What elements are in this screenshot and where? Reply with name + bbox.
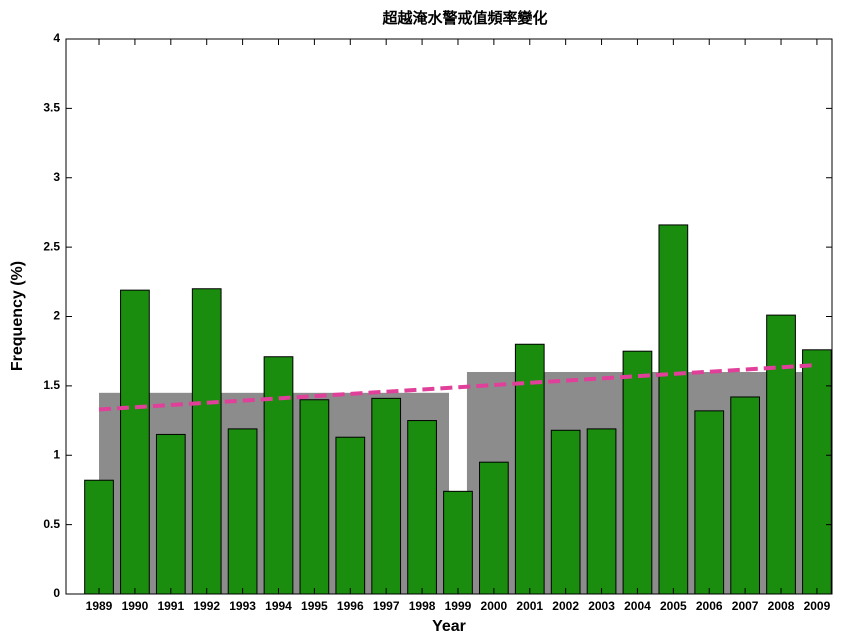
x-tick-label: 2005 xyxy=(660,599,687,613)
bar xyxy=(586,428,617,595)
x-tick-label: 2004 xyxy=(624,599,651,613)
y-tick-label: 3 xyxy=(53,170,60,184)
x-tick-label: 1997 xyxy=(373,599,400,613)
x-tick-label: 1994 xyxy=(265,599,292,613)
bar xyxy=(550,429,581,595)
y-tick-label: 4 xyxy=(53,31,60,45)
bar xyxy=(479,461,509,595)
trend-line xyxy=(98,363,818,412)
y-tick-label: 0.5 xyxy=(43,517,60,531)
x-tick-label: 2001 xyxy=(516,599,543,613)
x-tick-label: 1991 xyxy=(157,599,184,613)
x-tick-label: 1990 xyxy=(122,599,149,613)
x-tick-label: 2009 xyxy=(804,599,831,613)
bar xyxy=(766,314,796,595)
bar xyxy=(694,410,725,595)
y-axis-title: Frequency (%) xyxy=(9,261,26,371)
y-tick-label: 0 xyxy=(53,586,60,600)
bar xyxy=(299,399,330,595)
x-tick-label: 2002 xyxy=(552,599,579,613)
x-axis-title: Year xyxy=(432,618,466,635)
y-tick-label: 1.5 xyxy=(43,378,60,392)
bar xyxy=(335,436,366,595)
y-tick-label: 2.5 xyxy=(43,239,60,253)
bar xyxy=(263,356,294,595)
x-tick-label: 1989 xyxy=(86,599,113,613)
x-tick-label: 2008 xyxy=(768,599,795,613)
x-tick-label: 1999 xyxy=(445,599,472,613)
bar xyxy=(227,428,258,595)
x-tick-label: 1993 xyxy=(229,599,256,613)
bar xyxy=(443,490,473,595)
bar xyxy=(802,349,832,595)
y-tick-label: 2 xyxy=(53,309,60,323)
x-tick-label: 2006 xyxy=(696,599,723,613)
y-tick-label: 3.5 xyxy=(43,101,60,115)
x-tick-label: 2000 xyxy=(481,599,508,613)
x-tick-label: 2003 xyxy=(588,599,615,613)
x-tick-label: 2007 xyxy=(732,599,759,613)
bar xyxy=(371,397,402,595)
bar xyxy=(155,433,186,595)
bar xyxy=(191,288,222,595)
bar xyxy=(658,224,689,595)
bar xyxy=(407,420,437,595)
bar xyxy=(730,396,760,595)
x-tick-label: 1992 xyxy=(193,599,220,613)
bar xyxy=(84,479,114,595)
x-tick-label: 1998 xyxy=(409,599,436,613)
bar xyxy=(120,289,150,595)
x-tick-label: 1996 xyxy=(337,599,364,613)
bar xyxy=(622,350,653,595)
x-tick-label: 1995 xyxy=(301,599,328,613)
y-tick-label: 1 xyxy=(53,447,60,461)
chart-title: 超越淹水警戒值頻率變化 xyxy=(381,9,547,27)
